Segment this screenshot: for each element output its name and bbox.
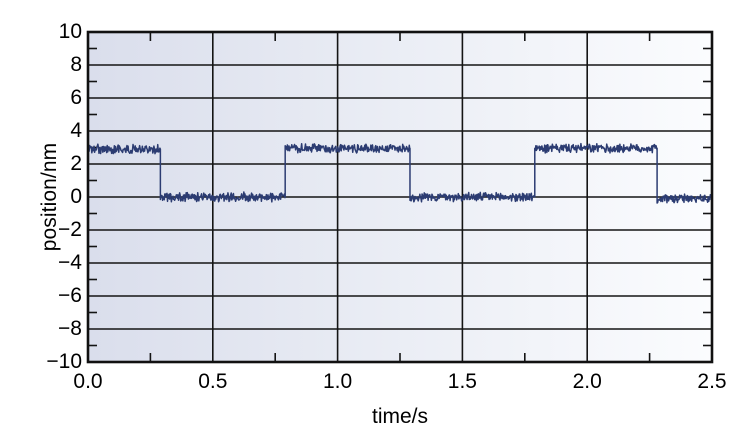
x-tick-label: 1.0 [322,370,353,393]
y-axis-title: position/nm [38,142,61,252]
y-axis-tick-labels: 10 8 6 4 2 0 −2 −4 −6 −8 −10 [10,0,82,447]
horizontal-gridlines [88,64,712,330]
data-trace-position [88,142,712,204]
x-tick-label: 0.0 [73,370,103,393]
y-tick-label: 10 [58,20,82,43]
y-tick-label: −8 [58,317,82,340]
x-axis-title: time/s [371,405,428,428]
x-tick-label: 2.0 [572,370,602,393]
y-tick-label: −10 [46,350,82,373]
x-tick-label: 1.5 [447,370,477,393]
x-tick-label: 2.5 [697,370,727,393]
y-tick-label: 0 [70,185,82,208]
x-tick-label: 0.5 [198,370,228,393]
axis-frame [86,30,714,364]
minor-ticks [88,32,712,362]
y-tick-label: 2 [70,152,82,175]
y-tick-label: 4 [70,119,82,142]
y-tick-label: 8 [70,53,82,76]
y-tick-label: 6 [70,86,82,109]
y-tick-label: −4 [58,251,82,274]
y-tick-label: −6 [58,284,82,307]
y-tick-label: −2 [58,218,82,241]
x-axis-tick-labels: 0.0 0.5 1.0 1.5 2.0 2.5 [0,371,750,401]
